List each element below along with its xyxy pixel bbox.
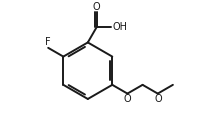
Text: F: F: [45, 37, 51, 47]
Text: O: O: [154, 94, 162, 104]
Text: OH: OH: [113, 22, 127, 32]
Text: O: O: [93, 2, 100, 12]
Text: O: O: [124, 94, 132, 104]
